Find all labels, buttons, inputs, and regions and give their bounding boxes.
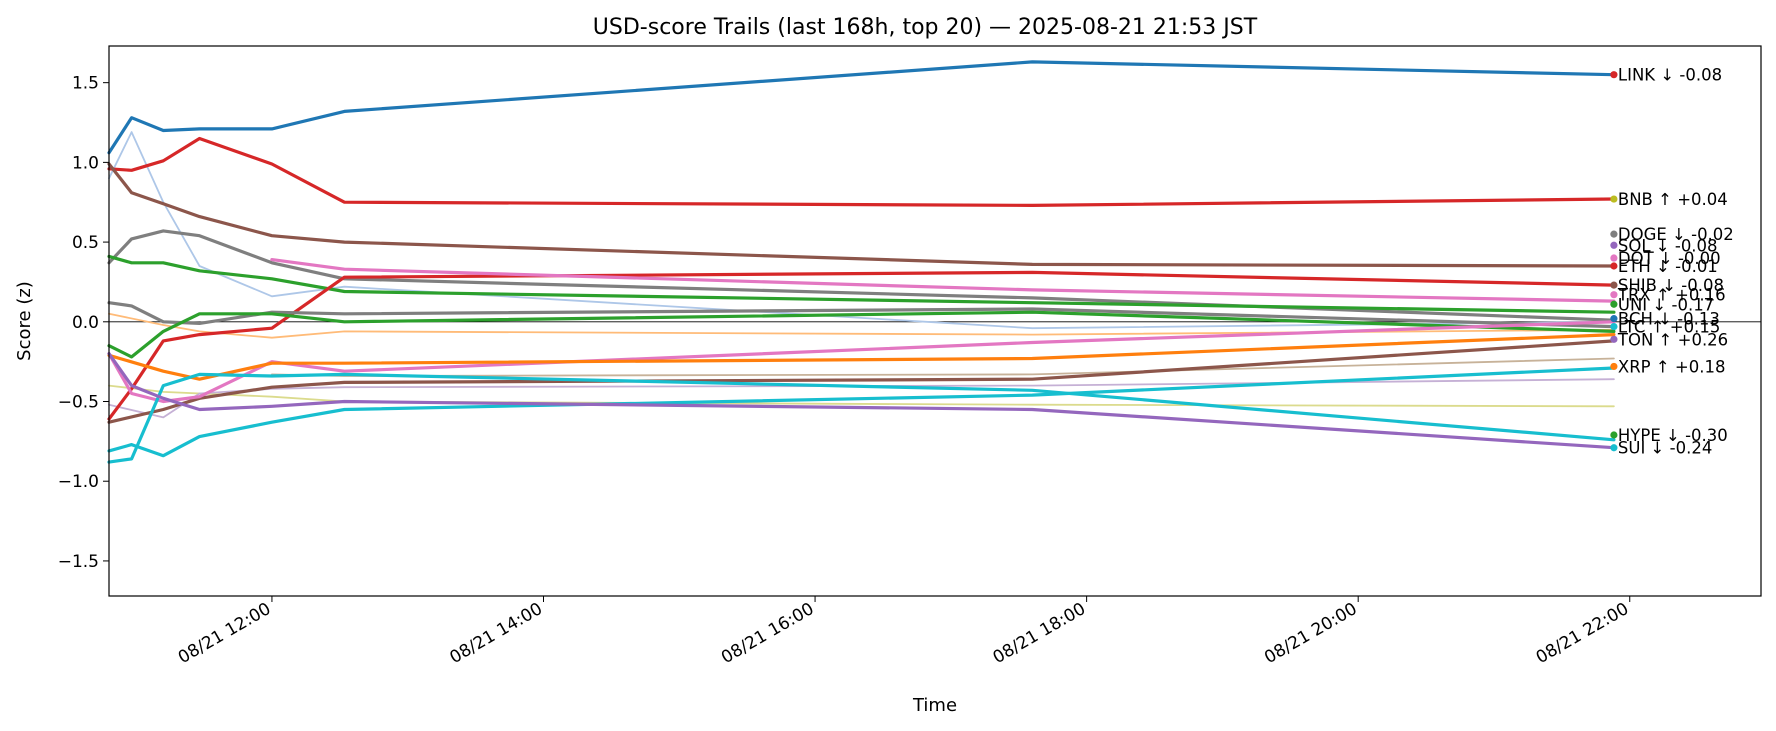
series-line-6: [107, 270, 1616, 421]
end-label-1: LINK ↓ -0.08: [1618, 66, 1722, 85]
x-axis-title: Time: [912, 695, 957, 716]
chart-title: USD-score Trails (last 168h, top 20) — 2…: [593, 15, 1258, 40]
end-marker-6: [1610, 262, 1618, 270]
end-marker-1: [1610, 71, 1618, 79]
end-marker-5: [1610, 254, 1618, 262]
end-label-4: SOL ↓ -0.08: [1618, 236, 1718, 255]
end-marker-12: [1610, 335, 1618, 343]
y-tick-label-1: −1.5: [58, 552, 99, 572]
end-label-15: SUI ↓ -0.24: [1618, 439, 1712, 458]
end-marker-2: [1610, 195, 1618, 203]
end-marker-10: [1610, 315, 1618, 323]
series-line-4: [107, 229, 1616, 322]
series-line-9: [107, 301, 1616, 329]
series-line-5: [107, 254, 1616, 314]
y-tick-label-6: 1.0: [72, 153, 99, 173]
end-label-9: UNI ↓ -0.17: [1618, 295, 1714, 314]
x-tick-label-6: 08/21 22:00: [1533, 599, 1633, 668]
x-tick-label-3: 08/21 16:00: [718, 599, 818, 668]
series-line-11: [107, 320, 1616, 404]
x-tick-label-5: 08/21 20:00: [1261, 599, 1361, 668]
series-line-8: [107, 339, 1616, 424]
x-tick-label-4: 08/21 18:00: [990, 599, 1090, 668]
end-label-3: DOGE ↓ -0.02: [1618, 225, 1734, 244]
end-marker-3: [1610, 230, 1618, 238]
y-tick-label-4: 0.0: [72, 313, 99, 333]
end-label-7: SHIB ↓ -0.08: [1618, 276, 1724, 295]
x-tick-label-1: 08/21 12:00: [175, 599, 275, 668]
series-line-1: [107, 60, 1616, 155]
end-label-2: BNB ↑ +0.04: [1618, 190, 1728, 209]
x-tick-label-2: 08/21 14:00: [446, 599, 546, 668]
end-label-10: BCH ↓ -0.13: [1618, 310, 1720, 329]
series-line-17: [108, 312, 1615, 339]
x-axis: 08/21 12:00 08/21 14:00 08/21 16:00 08/21 1…: [175, 596, 1632, 668]
series-line-3: [107, 162, 1616, 268]
end-marker-8: [1610, 291, 1618, 299]
end-label-6: ETH ↓ -0.01: [1618, 257, 1718, 276]
end-marker-11: [1610, 322, 1618, 331]
plot-frame: [108, 45, 1762, 597]
series-line-15: [107, 352, 1616, 450]
y-tick-label-2: −1.0: [58, 472, 99, 492]
end-label-8: TRX ↑ +0.16: [1617, 286, 1726, 305]
series-line-18: [108, 384, 1615, 408]
end-marker-4: [1610, 241, 1618, 249]
y-tick-label-7: 1.5: [72, 74, 99, 94]
series-line-12: [107, 333, 1616, 381]
y-axis: −1.5 −1.0 −0.5 0.0 0.5 1.0 1.5: [58, 74, 109, 572]
plot-area: [107, 45, 1762, 597]
end-label-5: DOT ↓ -0.00: [1618, 249, 1721, 268]
series-line-10: [107, 310, 1616, 359]
y-tick-label-3: −0.5: [58, 393, 99, 413]
y-tick-label-5: 0.5: [72, 233, 99, 253]
y-axis-title: Score (z): [14, 281, 35, 361]
end-label-11: LTC ↑ +0.15: [1618, 318, 1720, 337]
series-line-2: [107, 136, 1616, 207]
end-marker-14: [1610, 431, 1618, 439]
end-marker-13: [1610, 362, 1618, 371]
end-label-12: TON ↑ +0.26: [1617, 330, 1728, 349]
end-marker-9: [1610, 300, 1618, 308]
series-line-16: [108, 131, 1615, 330]
series-line-7: [270, 258, 1616, 303]
series-line-14: [107, 372, 1616, 464]
end-marker-layer: [1610, 71, 1618, 452]
series-layer: [107, 60, 1616, 464]
end-label-14: HYPE ↓ -0.30: [1618, 426, 1728, 445]
end-marker-7: [1610, 281, 1618, 289]
end-marker-15: [1610, 444, 1618, 452]
end-label-13: XRP ↑ +0.18: [1618, 357, 1726, 376]
